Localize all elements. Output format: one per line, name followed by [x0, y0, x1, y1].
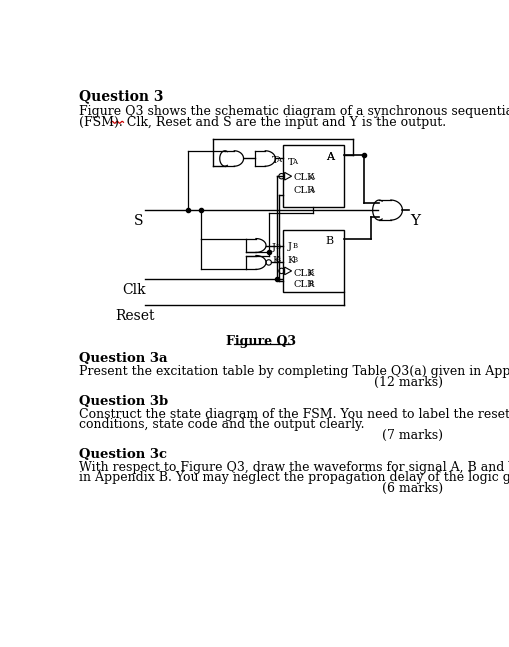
Text: Figure Q3: Figure Q3	[226, 334, 296, 348]
Text: S: S	[134, 214, 144, 228]
Bar	[282, 230, 343, 292]
Text: B: B	[325, 236, 333, 247]
Text: J: J	[272, 243, 276, 252]
Text: B: B	[275, 243, 280, 251]
Text: Figure Q3 shows the schematic diagram of a synchronous sequential finite state m: Figure Q3 shows the schematic diagram of…	[79, 105, 509, 118]
Text: With respect to Figure Q3, draw the waveforms for signal A, B and Y in Figure Q3: With respect to Figure Q3, draw the wave…	[79, 461, 509, 474]
Text: Present the excitation table by completing Table Q3(a) given in Appendix B.: Present the excitation table by completi…	[79, 365, 509, 378]
Text: A: A	[325, 151, 333, 162]
Text: K: K	[287, 256, 295, 265]
Text: T: T	[287, 158, 294, 167]
Text: CLK: CLK	[293, 173, 315, 182]
Text: conditions, state code and the output clearly.: conditions, state code and the output cl…	[79, 418, 364, 431]
Text: CLR: CLR	[293, 186, 315, 195]
Text: B: B	[308, 269, 313, 277]
Text: Construct the state diagram of the FSM. You need to label the reset state, trans: Construct the state diagram of the FSM. …	[79, 408, 509, 421]
Text: (7 marks): (7 marks)	[382, 429, 443, 442]
Text: B: B	[308, 280, 313, 288]
Text: K: K	[272, 256, 279, 265]
Text: A: A	[292, 158, 297, 166]
Text: B: B	[275, 256, 280, 264]
Text: Question 3a: Question 3a	[79, 352, 167, 365]
Text: A: A	[275, 156, 280, 164]
Text: B: B	[292, 243, 297, 250]
Text: (FSM). Clk, Reset and S are the input and Y is the output.: (FSM). Clk, Reset and S are the input an…	[79, 116, 445, 129]
Text: Y: Y	[409, 214, 419, 228]
Text: CLR: CLR	[293, 280, 315, 289]
Text: J: J	[287, 243, 291, 252]
Text: in Appendix B. You may neglect the propagation delay of the logic gates and flip: in Appendix B. You may neglect the propa…	[79, 471, 509, 484]
Text: A: A	[325, 151, 333, 162]
Text: Clk: Clk	[122, 283, 145, 297]
Text: Question 3c: Question 3c	[79, 448, 167, 461]
Text: Reset: Reset	[116, 309, 155, 323]
Text: A: A	[308, 186, 313, 194]
Text: Question 3b: Question 3b	[79, 395, 168, 408]
Text: (6 marks): (6 marks)	[382, 482, 443, 495]
Bar	[282, 146, 343, 207]
Text: B: B	[292, 256, 297, 263]
Text: CLK: CLK	[293, 269, 315, 278]
Text: (12 marks): (12 marks)	[374, 376, 443, 389]
Text: T: T	[272, 156, 278, 165]
Text: Question 3: Question 3	[79, 89, 163, 103]
Text: A: A	[308, 173, 313, 181]
